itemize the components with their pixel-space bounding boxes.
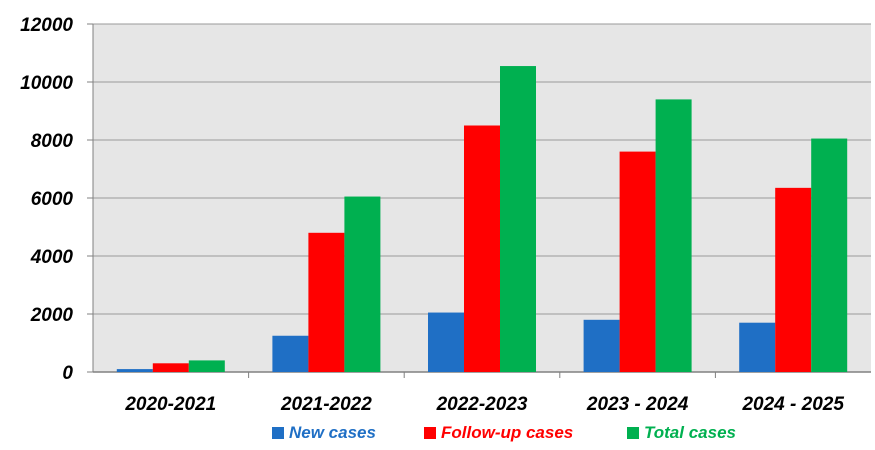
y-tick-label: 0 (62, 363, 73, 384)
bar-new-cases-3 (583, 319, 620, 372)
legend: New cases Follow-up cases Total cases (272, 423, 736, 442)
bar-new-cases-0 (116, 369, 153, 372)
y-tick-label: 8000 (31, 131, 74, 152)
bar-follow-up-cases-1 (308, 232, 345, 372)
bar-total-cases-4 (811, 138, 848, 372)
x-tick-label: 2020-2021 (124, 394, 216, 415)
legend-swatch (627, 427, 639, 439)
legend-swatch (424, 427, 436, 439)
x-axis: 2020-2021 2021-2022 2022-2023 2023 - 2024 20… (93, 371, 871, 415)
bar-total-cases-0 (188, 360, 225, 372)
bars (116, 66, 848, 373)
y-axis: 0 2000 4000 6000 8000 10000 12000 (20, 15, 94, 384)
x-tick-label: 2022-2023 (436, 394, 528, 415)
y-tick-label: 12000 (20, 15, 73, 36)
legend-label: Follow-up cases (441, 423, 573, 442)
y-tick-label: 6000 (31, 189, 74, 210)
bar-total-cases-3 (655, 99, 692, 373)
y-tick-label: 2000 (30, 305, 74, 326)
bar-new-cases-1 (272, 335, 309, 372)
y-tick-label: 10000 (20, 73, 73, 94)
bar-follow-up-cases-3 (619, 151, 656, 372)
legend-label: Total cases (644, 423, 736, 442)
bar-follow-up-cases-4 (775, 187, 812, 372)
bar-new-cases-2 (428, 312, 464, 372)
y-tick-label: 4000 (30, 247, 74, 268)
x-tick-label: 2023 - 2024 (586, 394, 689, 415)
bar-new-cases-4 (739, 322, 776, 372)
bar-total-cases-1 (344, 196, 381, 372)
x-tick-label: 2021-2022 (280, 394, 372, 415)
x-tick-label: 2024 - 2025 (741, 394, 844, 415)
bar-follow-up-cases-0 (152, 363, 189, 372)
legend-swatch (272, 427, 284, 439)
bar-follow-up-cases-2 (464, 125, 500, 372)
legend-label: New cases (289, 423, 376, 442)
bar-total-cases-2 (500, 66, 536, 373)
